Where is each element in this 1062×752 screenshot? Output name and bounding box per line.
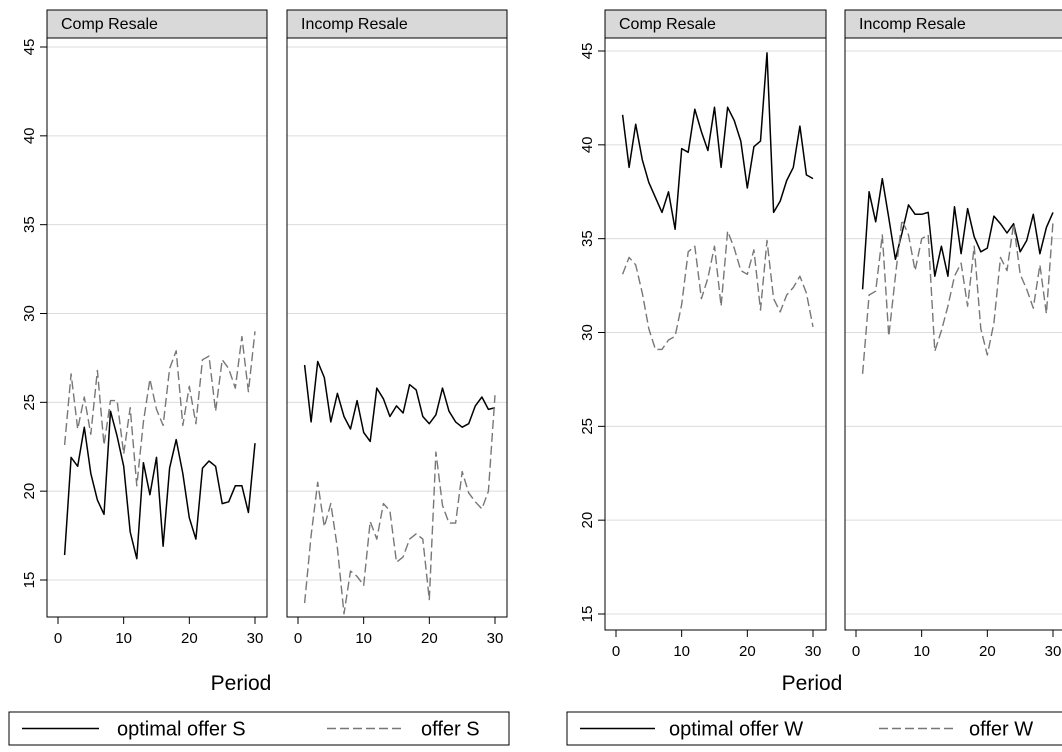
series-line-optimal-offer — [63, 410, 256, 560]
x-tick-label: 30 — [1045, 643, 1062, 660]
panel-header — [286, 9, 508, 39]
y-tick-label: 45 — [21, 39, 38, 56]
x-tick-label: 20 — [739, 643, 756, 660]
y-tick-label: 15 — [21, 572, 38, 589]
y-tick-label: 25 — [579, 418, 596, 435]
y-tick-label: 20 — [579, 512, 596, 529]
series-line-optimal-offer — [303, 360, 496, 443]
panel-header — [46, 9, 268, 39]
y-tick-label: 40 — [579, 136, 596, 153]
panel-frame — [286, 37, 508, 618]
panel-incomp-resale: Incomp Resale 0 10 20 30 — [844, 9, 1062, 660]
x-tick-label: 10 — [115, 630, 132, 647]
y-tick-label: 45 — [579, 43, 596, 60]
panel-frame — [46, 37, 268, 618]
x-tick-label: 20 — [181, 630, 198, 647]
x-tick-label: 0 — [54, 630, 62, 647]
panel-frame — [844, 37, 1062, 631]
x-tick-label: 20 — [421, 630, 438, 647]
legend-label: offer S — [421, 719, 480, 741]
series-line-optimal-offer — [861, 177, 1054, 290]
y-tick-label: 35 — [21, 216, 38, 233]
x-tick-label: 20 — [979, 643, 996, 660]
series-line-optimal-offer — [621, 52, 814, 231]
x-axis-title: Period — [211, 672, 272, 695]
x-axis-title: Period — [782, 672, 843, 695]
x-tick-label: 0 — [852, 643, 860, 660]
y-tick-label: 40 — [21, 127, 38, 144]
panel-title: Comp Resale — [61, 16, 158, 33]
chart-group-1: Comp Resale 0 10 20 30 Incomp Resale 0 10 20 30 15… — [8, 9, 510, 746]
series-line-offer — [63, 331, 256, 487]
y-tick-label: 25 — [21, 394, 38, 411]
x-tick-label: 10 — [673, 643, 690, 660]
x-tick-label: 0 — [294, 630, 302, 647]
x-tick-label: 0 — [612, 643, 620, 660]
x-tick-label: 10 — [355, 630, 372, 647]
panel-title: Comp Resale — [619, 16, 716, 33]
chart-group-2: Comp Resale 0 10 20 30 Incomp Resale 0 10 20 30 15… — [566, 9, 1062, 746]
x-tick-label: 30 — [247, 630, 264, 647]
series-line-offer — [621, 230, 814, 351]
x-tick-label: 30 — [487, 630, 504, 647]
panel-title: Incomp Resale — [301, 16, 408, 33]
panel-title: Incomp Resale — [859, 16, 966, 33]
legend-box — [566, 711, 1062, 746]
y-tick-label: 15 — [579, 606, 596, 623]
y-tick-label: 20 — [21, 483, 38, 500]
x-tick-label: 30 — [805, 643, 822, 660]
legend: optimal offer S offer S — [8, 711, 510, 746]
y-tick-label: 35 — [579, 230, 596, 247]
x-tick-label: 10 — [913, 643, 930, 660]
panel-header — [844, 9, 1062, 39]
legend-label: optimal offer S — [117, 719, 246, 741]
panel-comp-resale: Comp Resale 0 10 20 30 — [46, 9, 268, 647]
panel-comp-resale: Comp Resale 0 10 20 30 — [604, 9, 827, 660]
series-line-offer — [861, 219, 1054, 374]
y-tick-label: 30 — [579, 324, 596, 341]
legend: optimal offer W offer W — [566, 711, 1062, 746]
series-line-offer — [303, 395, 496, 615]
panel-header — [604, 9, 827, 39]
legend-label: offer W — [969, 719, 1033, 741]
panel-incomp-resale: Incomp Resale 0 10 20 30 — [286, 9, 508, 647]
panel-frame — [604, 37, 827, 631]
y-tick-label: 30 — [21, 305, 38, 322]
legend-label: optimal offer W — [669, 719, 803, 741]
